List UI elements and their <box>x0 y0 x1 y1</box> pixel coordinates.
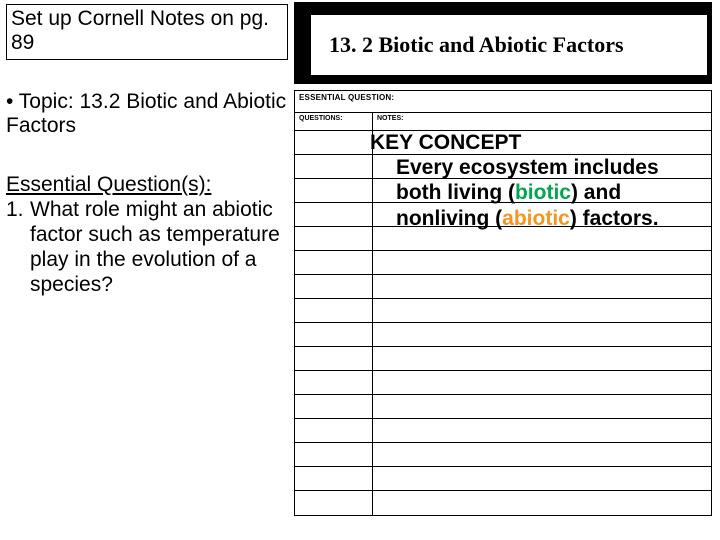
cornell-n-cell <box>373 299 711 322</box>
cornell-q-cell <box>295 179 373 202</box>
cornell-n-cell <box>373 491 711 515</box>
cornell-row <box>295 467 711 491</box>
eq-number: 1. <box>6 197 30 298</box>
cornell-header-row: QUESTIONS: NOTES: <box>295 113 711 131</box>
kc-text: both living ( <box>396 181 515 204</box>
cornell-row <box>295 275 711 299</box>
kc-text: ) and <box>571 181 621 204</box>
cornell-row <box>295 395 711 419</box>
kc-abiotic: abiotic <box>502 207 570 230</box>
topic-line: • Topic: 13.2 Biotic and Abiotic Factors <box>6 90 288 138</box>
cornell-q-cell <box>295 299 373 322</box>
cornell-row <box>295 491 711 515</box>
essential-question-heading: Essential Question(s): <box>6 173 288 197</box>
essential-question-item: 1. What role might an abiotic factor suc… <box>6 197 288 298</box>
cornell-q-cell <box>295 131 373 154</box>
eq-text: What role might an abiotic factor such a… <box>30 197 288 298</box>
kc-text: nonliving ( <box>396 207 502 230</box>
cornell-row <box>295 251 711 275</box>
cornell-n-cell <box>373 251 711 274</box>
cornell-q-cell <box>295 275 373 298</box>
cornell-q-cell <box>295 395 373 418</box>
cornell-q-cell <box>295 491 373 515</box>
cornell-q-cell <box>295 347 373 370</box>
left-panel: Set up Cornell Notes on pg. 89 • Topic: … <box>6 4 288 534</box>
cornell-n-cell <box>373 347 711 370</box>
cornell-q-cell <box>295 467 373 490</box>
key-concept-title: KEY CONCEPT <box>370 130 710 155</box>
kc-biotic: biotic <box>515 181 571 204</box>
cornell-questions-header: QUESTIONS: <box>295 113 373 130</box>
cornell-row <box>295 299 711 323</box>
cornell-notes-header: NOTES: <box>373 113 711 130</box>
cornell-row <box>295 323 711 347</box>
cornell-row <box>295 371 711 395</box>
cornell-q-cell <box>295 203 373 226</box>
cornell-q-cell <box>295 227 373 250</box>
kc-text: ) factors. <box>570 207 659 230</box>
cornell-q-cell <box>295 419 373 442</box>
slide-title: 13. 2 Biotic and Abiotic Factors <box>311 15 707 75</box>
cornell-n-cell <box>373 323 711 346</box>
title-bar: 13. 2 Biotic and Abiotic Factors <box>294 2 712 84</box>
right-panel: 13. 2 Biotic and Abiotic Factors ESSENTI… <box>294 2 714 538</box>
cornell-eq-row: ESSENTIAL QUESTION: <box>295 91 711 113</box>
cornell-n-cell <box>373 443 711 466</box>
cornell-n-cell <box>373 275 711 298</box>
key-concept-body: Every ecosystem includes both living (bi… <box>370 155 710 231</box>
cornell-q-cell <box>295 443 373 466</box>
cornell-n-cell <box>373 371 711 394</box>
kc-text: Every ecosystem includes <box>396 156 659 179</box>
cornell-q-cell <box>295 371 373 394</box>
cornell-n-cell <box>373 467 711 490</box>
cornell-q-cell <box>295 251 373 274</box>
cornell-q-cell <box>295 155 373 178</box>
cornell-row <box>295 443 711 467</box>
cornell-row <box>295 419 711 443</box>
cornell-q-cell <box>295 323 373 346</box>
key-concept-overlay: KEY CONCEPT Every ecosystem includes bot… <box>370 130 710 231</box>
cornell-n-cell <box>373 395 711 418</box>
cornell-row <box>295 347 711 371</box>
setup-instruction: Set up Cornell Notes on pg. 89 <box>6 4 288 60</box>
cornell-n-cell <box>373 419 711 442</box>
